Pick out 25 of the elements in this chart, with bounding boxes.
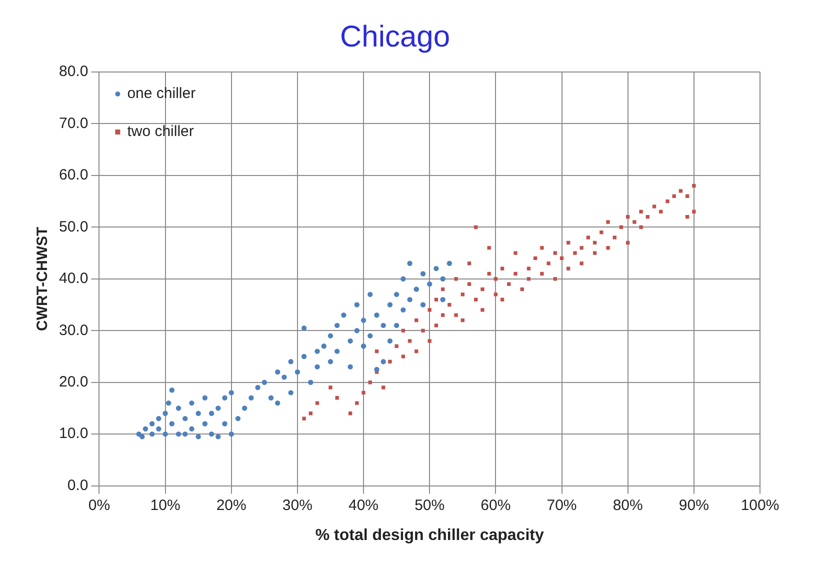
y-tick-label: 20.0 <box>58 373 88 390</box>
x-axis-title: % total design chiller capacity <box>315 526 544 544</box>
x-tick-label: 30% <box>282 496 312 514</box>
x-tick-label: 0% <box>88 496 110 514</box>
y-tick-label: 40.0 <box>58 270 88 288</box>
y-tick-label: 50.0 <box>58 218 88 236</box>
legend-label: one chiller <box>127 85 196 102</box>
y-axis-title: CWRT-CHWST <box>34 226 52 331</box>
x-tick-label: 70% <box>546 496 577 514</box>
legend-label: two chiller <box>127 123 194 140</box>
y-tick-label: 70.0 <box>58 114 88 132</box>
x-tick-label: 80% <box>612 496 643 514</box>
y-tick-label: 80.0 <box>58 63 88 80</box>
chart-title: Chicago <box>340 20 450 54</box>
x-tick-label: 20% <box>216 496 246 514</box>
x-tick-label: 100% <box>740 496 780 514</box>
x-tick-label: 10% <box>150 496 180 514</box>
x-tick-label: 40% <box>348 496 379 514</box>
y-tick-label: 30.0 <box>58 322 88 339</box>
y-tick-label: 10.0 <box>58 425 88 442</box>
y-tick-label: 0.0 <box>67 476 88 494</box>
x-tick-label: 60% <box>480 496 511 514</box>
x-tick-label: 50% <box>414 496 445 514</box>
x-tick-label: 90% <box>678 496 709 514</box>
y-tick-label: 60.0 <box>58 166 88 184</box>
